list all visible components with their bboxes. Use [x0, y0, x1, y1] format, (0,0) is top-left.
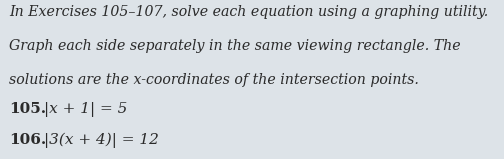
- Text: solutions are the x-coordinates of the intersection points.: solutions are the x-coordinates of the i…: [9, 73, 419, 87]
- Text: |x + 1| = 5: |x + 1| = 5: [44, 102, 128, 117]
- Text: Graph each side separately in the same viewing rectangle. The: Graph each side separately in the same v…: [9, 39, 461, 53]
- Text: 105.: 105.: [9, 102, 46, 116]
- Text: In Exercises 105–107, solve each equation using a graphing utility.: In Exercises 105–107, solve each equatio…: [9, 5, 488, 19]
- Text: |3(x + 4)| = 12: |3(x + 4)| = 12: [44, 133, 159, 148]
- Text: 106.: 106.: [9, 133, 46, 147]
